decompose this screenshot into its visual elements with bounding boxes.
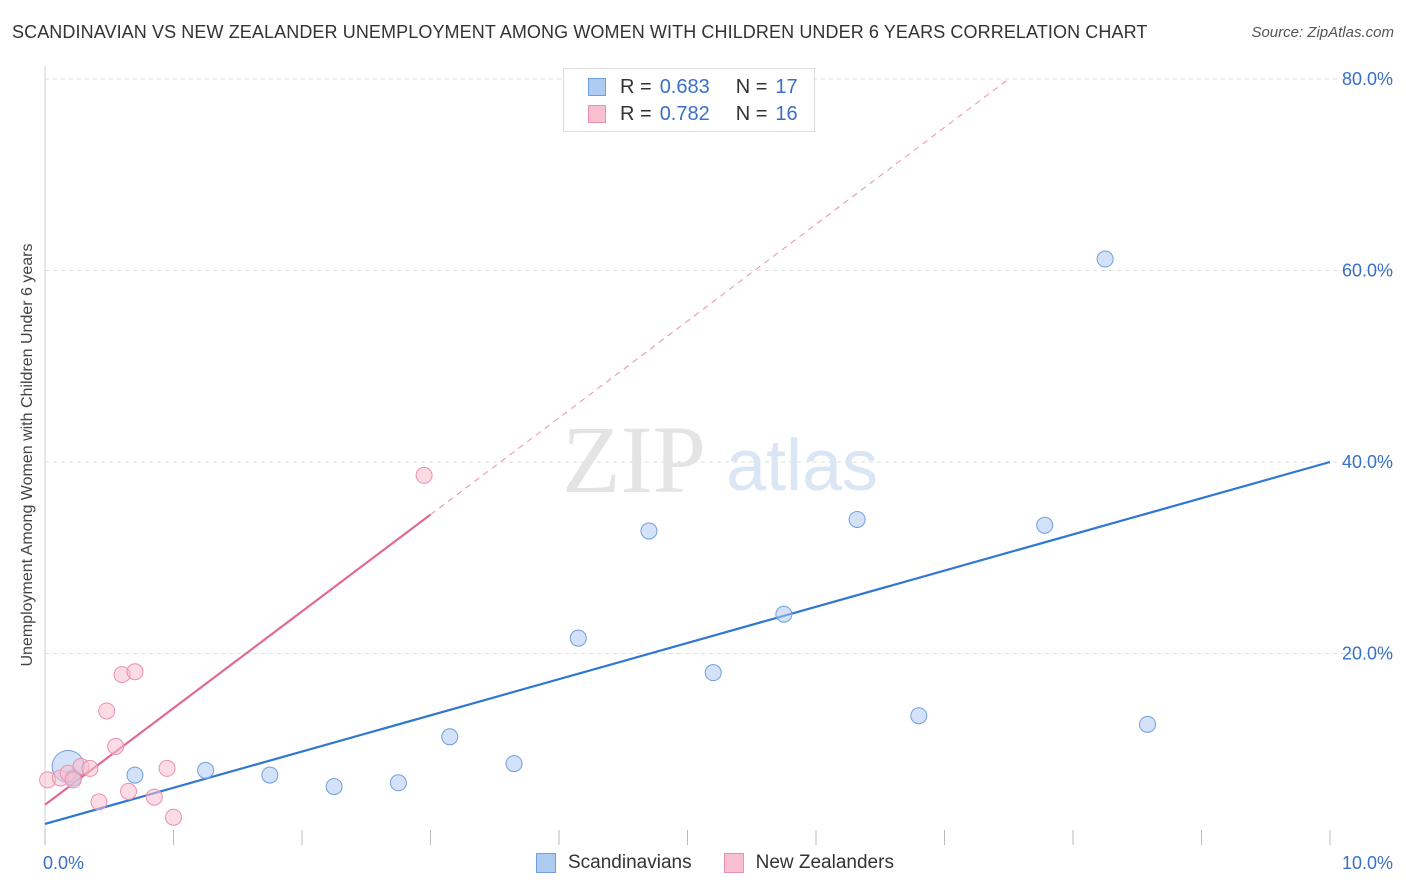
y-tick-label: 80.0% [1342, 69, 1393, 89]
trend-extension-new-zealanders [430, 78, 1010, 516]
point-new-zealanders [126, 663, 144, 681]
trend-line-scandinavians [44, 460, 1331, 825]
point-scandinavians [505, 755, 523, 773]
point-new-zealanders [415, 466, 433, 484]
gridlines [45, 78, 1392, 654]
legend-r-label: R = [620, 102, 652, 125]
point-scandinavians [389, 774, 407, 792]
point-scandinavians [569, 629, 587, 647]
point-new-zealanders [120, 782, 138, 800]
bottom-legend-swatch-new-zealanders [723, 853, 744, 873]
point-scandinavians [1139, 715, 1157, 733]
y-tick-label: 40.0% [1342, 452, 1393, 472]
point-new-zealanders [98, 702, 116, 720]
bottom-legend-label-scandinavians: Scandinavians [568, 852, 692, 873]
point-scandinavians [261, 766, 279, 784]
legend-swatch-scandinavians [588, 78, 606, 96]
point-scandinavians [775, 605, 793, 623]
watermark-atlas: atlas [726, 426, 878, 506]
point-scandinavians [910, 707, 928, 725]
bottom-legend: Scandinavians New Zealanders [536, 852, 926, 874]
x-tick-label: 0.0% [43, 853, 84, 873]
legend-r-value: 0.683 [659, 75, 710, 98]
tick-labels: 20.0% 40.0% 60.0% 80.0% 0.0% 10.0% [43, 69, 1393, 873]
legend-n-value: 16 [775, 102, 798, 125]
point-scandinavians [197, 761, 215, 779]
source-label: Source: ZipAtlas.com [1251, 24, 1394, 41]
legend-n-value: 17 [775, 75, 798, 98]
point-scandinavians [441, 728, 459, 746]
watermark-zip: ZIP [562, 406, 706, 513]
point-new-zealanders [145, 788, 163, 806]
legend-row-new-zealanders: R = 0.782 N = 16 [588, 101, 798, 127]
point-new-zealanders [165, 808, 182, 826]
point-new-zealanders [90, 793, 108, 811]
axes [44, 66, 1331, 845]
point-scandinavians [640, 522, 658, 540]
trend-line-new-zealanders [44, 513, 432, 806]
legend-row-scandinavians: R = 0.683 N = 17 [588, 74, 798, 100]
legend-box: R = 0.683 N = 17 R = 0.782 N = 16 [563, 68, 815, 132]
point-new-zealanders [81, 759, 99, 777]
legend-r-label: R = [620, 75, 652, 98]
point-new-zealanders [107, 737, 125, 755]
point-scandinavians [126, 766, 144, 784]
point-scandinavians [1096, 250, 1114, 268]
bottom-legend-new-zealanders: New Zealanders [723, 852, 894, 874]
point-scandinavians [1036, 516, 1054, 534]
chart-title: SCANDINAVIAN VS NEW ZEALANDER UNEMPLOYME… [12, 22, 1148, 42]
point-new-zealanders [64, 771, 82, 789]
point-scandinavians [325, 778, 343, 796]
legend-n-label: N = [735, 102, 768, 125]
point-new-zealanders [158, 759, 176, 777]
x-tick-label: 10.0% [1342, 853, 1393, 873]
y-tick-label: 60.0% [1342, 261, 1393, 281]
bottom-legend-scandinavians: Scandinavians [536, 852, 692, 874]
legend-r-value: 0.782 [659, 102, 710, 125]
legend-swatch-new-zealanders [588, 105, 606, 123]
bottom-legend-label-new-zealanders: New Zealanders [755, 852, 894, 873]
trend-lines [44, 78, 1331, 825]
data-points [39, 250, 1157, 826]
legend-n-label: N = [735, 75, 768, 98]
bottom-legend-swatch-scandinavians [536, 853, 556, 873]
point-scandinavians [704, 664, 722, 682]
y-tick-label: 20.0% [1342, 644, 1393, 664]
point-scandinavians [848, 510, 866, 528]
